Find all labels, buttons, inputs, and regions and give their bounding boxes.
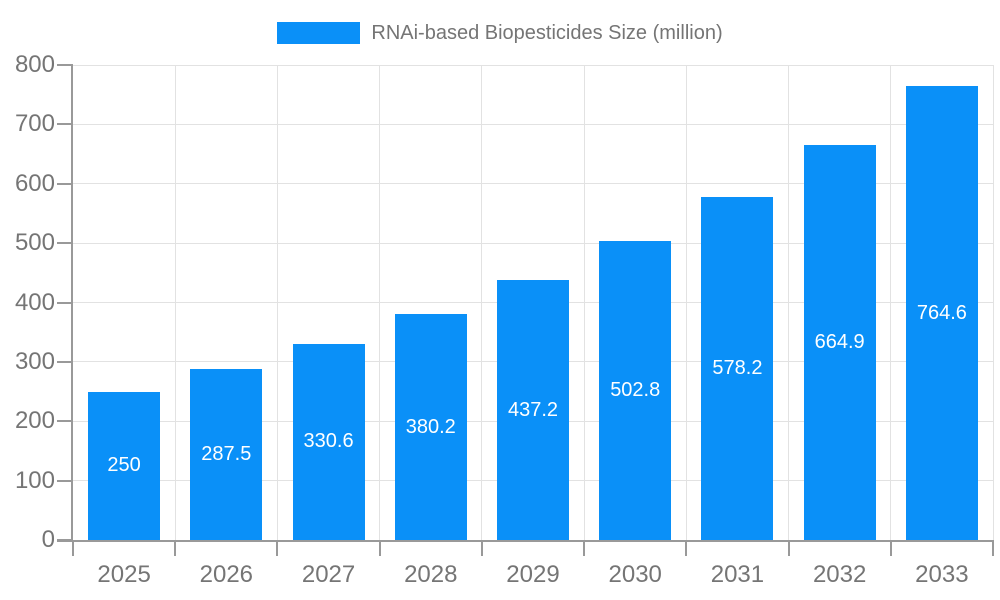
bar-2031[interactable]: 578.2 xyxy=(701,196,774,540)
bar-value-label: 437.2 xyxy=(507,398,559,421)
gridline-horizontal xyxy=(73,242,993,244)
y-axis-tick xyxy=(57,242,73,245)
bar-value-label: 664.9 xyxy=(814,331,865,354)
bar-2025[interactable]: 250 xyxy=(88,391,161,540)
y-axis-tick xyxy=(57,479,73,482)
gridline-vertical xyxy=(890,65,892,540)
gridline-vertical xyxy=(583,65,585,540)
y-tick-label: 200 xyxy=(14,407,55,435)
legend-swatch xyxy=(277,22,361,44)
bar-2032[interactable]: 664.9 xyxy=(803,145,876,540)
gridline-horizontal xyxy=(73,123,993,125)
bar-value-label: 578.2 xyxy=(712,356,763,379)
gridline-vertical xyxy=(685,65,687,540)
gridline-horizontal xyxy=(73,64,993,66)
bar-2033[interactable]: 764.6 xyxy=(905,86,978,540)
y-tick-label: 800 xyxy=(14,51,55,78)
y-tick-label: 0 xyxy=(41,526,55,553)
x-tick-label-2026: 2026 xyxy=(199,561,254,588)
bar-value-label: 287.5 xyxy=(201,443,252,466)
x-axis-tick xyxy=(685,540,688,556)
gridline-vertical xyxy=(481,65,483,540)
x-axis-tick xyxy=(276,540,279,556)
y-tick-label: 100 xyxy=(14,466,55,494)
y-axis-tick xyxy=(57,123,73,126)
y-axis-tick xyxy=(57,420,73,423)
x-axis-tick xyxy=(378,540,381,556)
x-axis-tick xyxy=(787,540,790,556)
x-axis-line xyxy=(57,540,993,542)
bar-value-label: 764.6 xyxy=(916,301,967,324)
y-axis-tick xyxy=(57,360,73,363)
x-tick-label-2033: 2033 xyxy=(915,561,969,588)
x-tick-label-2031: 2031 xyxy=(710,561,765,588)
x-axis-tick xyxy=(480,540,483,556)
bar-value-label: 380.2 xyxy=(405,415,456,438)
gridline-vertical xyxy=(379,65,381,540)
x-axis-tick xyxy=(583,540,586,556)
x-axis-tick xyxy=(174,540,177,556)
x-tick-label-2029: 2029 xyxy=(506,561,560,588)
x-axis-tick xyxy=(72,540,74,556)
y-tick-label: 300 xyxy=(14,347,55,375)
y-axis-tick xyxy=(57,182,73,185)
bar-2027[interactable]: 330.6 xyxy=(292,343,365,540)
y-axis-tick xyxy=(57,64,73,66)
y-tick-label: 500 xyxy=(14,229,55,257)
legend-item[interactable]: RNAi-based Biopesticides Size (million) xyxy=(0,20,1000,46)
legend-label: RNAi-based Biopesticides Size (million) xyxy=(371,21,723,44)
y-tick-label: 700 xyxy=(14,110,55,138)
y-tick-label: 600 xyxy=(14,169,55,197)
gridline-vertical xyxy=(788,65,790,540)
y-axis-line xyxy=(71,65,73,542)
y-tick-label: 400 xyxy=(14,288,55,316)
bar-2026[interactable]: 287.5 xyxy=(190,369,263,540)
x-tick-label-2032: 2032 xyxy=(812,561,867,588)
gridline-vertical xyxy=(174,65,176,540)
bar-value-label: 502.8 xyxy=(610,379,661,402)
x-axis-tick xyxy=(992,540,994,556)
x-tick-label-2027: 2027 xyxy=(301,561,356,588)
bar-2029[interactable]: 437.2 xyxy=(497,280,569,540)
y-axis-tick xyxy=(57,301,73,304)
bar-value-label: 330.6 xyxy=(303,430,354,453)
bar-value-label: 250 xyxy=(107,454,141,477)
x-axis-tick xyxy=(889,540,892,556)
x-tick-label-2030: 2030 xyxy=(608,561,662,588)
gridline-vertical xyxy=(992,65,994,540)
gridline-horizontal xyxy=(73,183,993,185)
x-tick-label-2025: 2025 xyxy=(97,561,151,588)
gridline-vertical xyxy=(276,65,278,540)
x-tick-label-2028: 2028 xyxy=(404,561,458,588)
bar-2030[interactable]: 502.8 xyxy=(599,241,672,540)
bar-2028[interactable]: 380.2 xyxy=(394,314,467,540)
